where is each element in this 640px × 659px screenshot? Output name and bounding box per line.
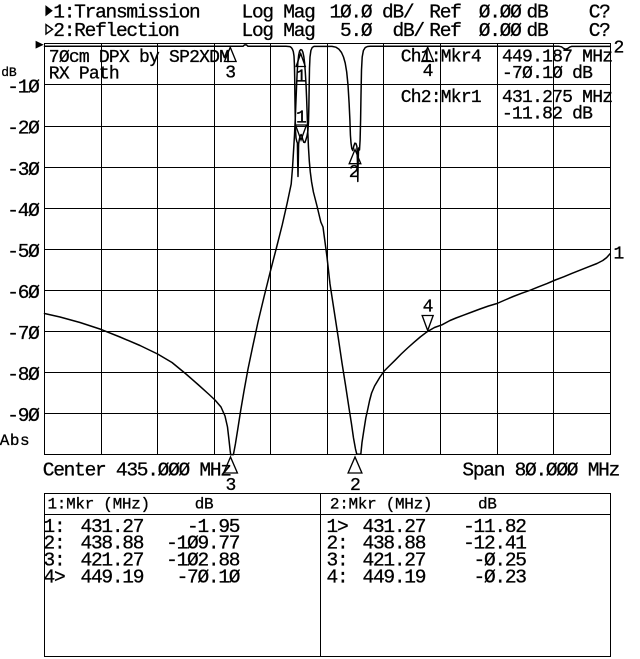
svg-text:-8Ø: -8Ø <box>7 364 40 386</box>
svg-text:-1.95: -1.95 <box>187 516 240 538</box>
svg-text:C?: C? <box>589 1 610 23</box>
svg-text:C?: C? <box>589 20 610 42</box>
svg-text:-Ø.23: -Ø.23 <box>474 566 527 588</box>
svg-text:4: 4 <box>423 298 433 318</box>
svg-text:438.88: 438.88 <box>81 533 144 555</box>
svg-text:-7Ø.1Ø: -7Ø.1Ø <box>177 566 241 588</box>
svg-text:-1Ø: -1Ø <box>7 77 40 99</box>
svg-text:dB: dB <box>195 496 214 514</box>
svg-text:449.19: 449.19 <box>363 566 426 588</box>
svg-text:-9Ø: -9Ø <box>7 405 40 427</box>
svg-text:2:Reflection: 2:Reflection <box>53 20 178 42</box>
svg-text:Ref: Ref <box>429 1 461 23</box>
svg-text:Abs: Abs <box>0 432 30 450</box>
svg-text:4: 4 <box>423 62 433 82</box>
svg-text:431.275 MHz: 431.275 MHz <box>502 88 612 108</box>
svg-text:Ø.ØØ: Ø.ØØ <box>479 20 522 42</box>
svg-text:2: 2 <box>349 163 359 183</box>
svg-text:2:: 2: <box>327 533 348 555</box>
svg-text:1:Mkr (MHz): 1:Mkr (MHz) <box>48 496 150 514</box>
svg-text:1>: 1> <box>327 516 348 538</box>
svg-text:Log Mag: Log Mag <box>242 1 316 23</box>
svg-text:-3Ø: -3Ø <box>7 159 40 181</box>
svg-text:-7Ø.1Ø dB: -7Ø.1Ø dB <box>502 64 593 84</box>
svg-text:dB: dB <box>527 1 548 23</box>
svg-text:-7Ø: -7Ø <box>7 323 40 345</box>
svg-text:-11.82 dB: -11.82 dB <box>502 104 593 124</box>
svg-text:Ø.ØØ: Ø.ØØ <box>479 1 522 23</box>
svg-text:3: 3 <box>225 63 235 83</box>
svg-text:2:: 2: <box>44 533 65 555</box>
svg-text:Ref: Ref <box>429 20 461 42</box>
svg-text:-1Ø9.77: -1Ø9.77 <box>166 533 240 555</box>
svg-text:421.27: 421.27 <box>81 550 144 572</box>
svg-text:-2Ø: -2Ø <box>7 118 40 140</box>
svg-text:-6Ø: -6Ø <box>7 282 40 304</box>
svg-text:7Øcm DPX by SP2XDM: 7Øcm DPX by SP2XDM <box>49 48 229 68</box>
svg-text:-1Ø2.88: -1Ø2.88 <box>166 550 240 572</box>
svg-text:dB/: dB/ <box>382 1 414 23</box>
svg-text:dB/: dB/ <box>393 20 425 42</box>
svg-text:421.27: 421.27 <box>363 550 426 572</box>
svg-text:-5Ø: -5Ø <box>7 241 40 263</box>
svg-text:431.27: 431.27 <box>81 516 144 538</box>
svg-text:Center 435.ØØØ MHz: Center 435.ØØØ MHz <box>43 460 232 482</box>
svg-text:449.19: 449.19 <box>81 566 144 588</box>
svg-text:1: 1 <box>296 108 306 128</box>
svg-text:1: 1 <box>296 68 306 88</box>
svg-text:4:: 4: <box>327 566 348 588</box>
svg-text:1: 1 <box>614 244 624 264</box>
svg-text:Span 8Ø.ØØØ MHz: Span 8Ø.ØØØ MHz <box>462 460 619 482</box>
svg-text:1Ø.Ø: 1Ø.Ø <box>330 1 373 23</box>
svg-text:-11.82: -11.82 <box>463 516 526 538</box>
svg-text:dB: dB <box>1 65 17 80</box>
svg-text:1:: 1: <box>44 516 65 538</box>
svg-text:4>: 4> <box>44 566 65 588</box>
svg-text:449.187 MHz: 449.187 MHz <box>502 48 612 68</box>
svg-text:Ch2:Mkr1: Ch2:Mkr1 <box>401 88 481 108</box>
svg-text:2:Mkr (MHz): 2:Mkr (MHz) <box>330 496 432 514</box>
svg-text:3: 3 <box>225 476 235 496</box>
svg-text:2: 2 <box>614 38 624 58</box>
svg-text:-12.41: -12.41 <box>463 533 526 555</box>
svg-text:Ch1:Mkr4: Ch1:Mkr4 <box>401 48 481 68</box>
svg-text:3:: 3: <box>44 550 65 572</box>
svg-text:-4Ø: -4Ø <box>7 200 40 222</box>
svg-text:-Ø.25: -Ø.25 <box>474 550 527 572</box>
svg-text:dB: dB <box>478 496 497 514</box>
svg-text:5.Ø: 5.Ø <box>340 20 373 42</box>
svg-text:Log Mag: Log Mag <box>242 20 316 42</box>
svg-text:438.88: 438.88 <box>363 533 426 555</box>
svg-text:3:: 3: <box>327 550 348 572</box>
svg-text:dB: dB <box>527 20 548 42</box>
svg-text:RX Path: RX Path <box>49 65 119 85</box>
svg-text:431.27: 431.27 <box>363 516 426 538</box>
svg-text:1:Transmission: 1:Transmission <box>53 1 199 23</box>
svg-text:2: 2 <box>350 476 360 496</box>
